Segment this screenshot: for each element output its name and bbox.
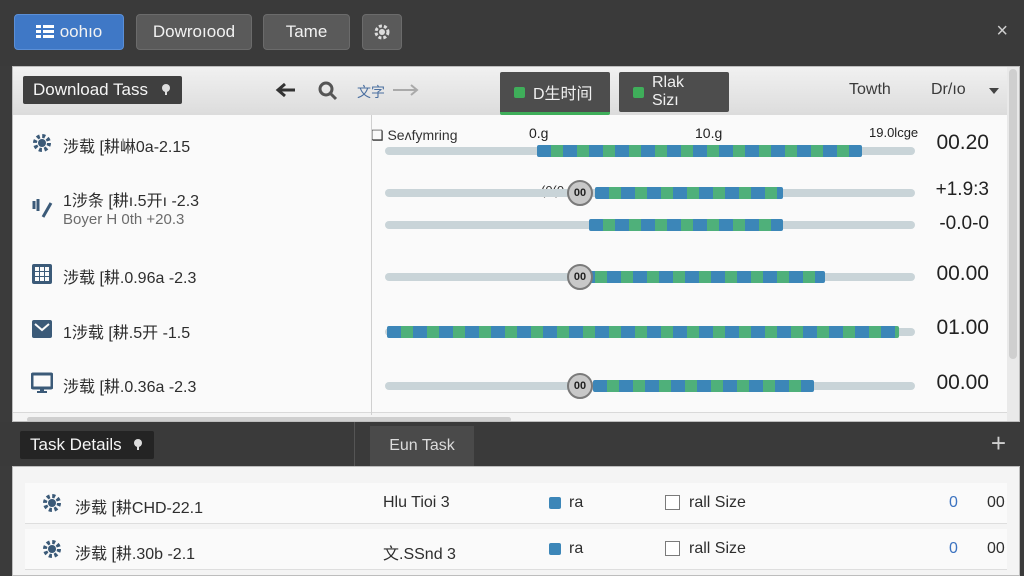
column-divider [371,115,372,415]
details-row[interactable]: 涉载 [耕.30b -2.1 文.SSnd 3 ra rall Size 0 0… [25,529,1007,570]
details-col2: Hlu Tioi 3 [383,494,450,511]
row-value: 01.00 [936,316,989,339]
download-row[interactable]: 1涉条 [耕ı.5开ı -2.3 Boyer H 0th +20.3 (0(0 … [13,171,1007,248]
add-icon[interactable]: + [990,428,1006,458]
close-icon[interactable]: × [996,20,1008,42]
tag-color-square [549,497,561,509]
filter-size[interactable]: Rlak Sizı [619,72,729,112]
size-checkbox[interactable] [665,541,680,556]
task-details-bar: Task Details Eun Task + [0,422,1024,466]
top-toolbar: oohıo Dowroıood Tame × [0,0,1024,66]
progress-fill [537,145,862,157]
tab-home-label: oohıo [59,22,103,41]
gear-icon [33,134,51,152]
details-col2: 文.SSnd 3 [383,546,456,563]
arrow-left-icon[interactable] [275,81,297,99]
progress-fill [387,326,899,338]
caret-down-icon[interactable] [989,87,999,95]
filter-date-label: D生时间 [533,86,593,103]
grid-icon [32,264,52,284]
panel-title: Download Tass [23,76,182,104]
download-row[interactable]: 涉载 [耕.0.36a -2.3 00 00.00 [13,356,1007,413]
task-subtext: Boyer H 0th +20.3 [63,211,185,228]
scrollbar-thumb[interactable] [1009,69,1017,359]
horizontal-scrollbar[interactable] [27,417,511,421]
task-name: 涉载 [耕.0.96a -2.3 [63,270,197,287]
run-task-button[interactable]: Eun Task [370,426,474,466]
tick-label: 10.g [695,125,723,141]
gear-icon [43,494,61,512]
details-row[interactable]: 涉载 [耕CHD-22.1 Hlu Tioi 3 ra rall Size 0 … [25,483,1007,524]
tab-home[interactable]: oohıo [14,14,124,50]
progress-caption: ❏ Seʌfymring [371,127,457,144]
slider-knob[interactable]: 00 [567,373,593,399]
details-tag: ra [569,540,584,557]
details-title-text: Task Details [30,435,122,454]
task-details-panel: 涉载 [耕CHD-22.1 Hlu Tioi 3 ra rall Size 0 … [12,466,1020,576]
panel-toolbar: Download Tass 文字 D生时间 Rlak Sizı Towth Dr… [13,67,1019,116]
gear-icon [374,24,390,40]
col-dir-header[interactable]: Dr/ıo [931,81,966,98]
settings-button[interactable] [362,14,402,50]
download-row[interactable]: 涉载 [耕崊0a-2.15 ❏ Seʌfymring 0.g 10.g 19.0… [13,115,1007,172]
details-title: Task Details [20,431,154,459]
size-checkbox[interactable] [665,495,680,510]
window-icon: ❏ [371,127,388,143]
gear-icon [43,540,61,558]
row-value: +1.9:3 [935,179,989,200]
details-task-name: 涉载 [耕CHD-22.1 [75,500,204,517]
row-value: 00.20 [936,131,989,154]
status-dot [514,86,525,98]
tag-color-square [549,543,561,555]
status-dot [633,86,644,98]
download-row[interactable]: 涉载 [耕.0.96a -2.3 00 00.00 [13,247,1007,303]
row-value: 00.00 [936,262,989,285]
sort-label[interactable]: 文字 [357,84,385,100]
filter-date[interactable]: D生时间 [500,72,610,115]
tick-label: 0.g [529,125,549,141]
arrow-right-icon[interactable] [391,82,421,98]
details-task-name: 涉载 [耕.30b -2.1 [75,546,196,563]
list-icon [35,25,54,38]
progress-fill [581,271,825,283]
details-tag: ra [569,494,584,511]
tab-tame[interactable]: Tame [263,14,350,50]
progress-fill [595,187,783,199]
bar-divider [354,422,355,466]
task-name: 1涉载 [耕.5开 -1.5 [63,325,191,342]
filter-size-label: Rlak Sizı [651,74,684,109]
pin-icon[interactable] [160,83,172,95]
task-name: 涉载 [耕崊0a-2.15 [63,139,191,156]
progress-fill [589,219,783,231]
details-num1: 0 [949,494,958,511]
row-value-secondary: -0.0-0 [939,213,989,234]
tab-download[interactable]: Dowroıood [136,14,252,50]
download-tasks-panel: Download Tass 文字 D生时间 Rlak Sizı Towth Dr… [12,66,1020,422]
row-value: 00.00 [936,371,989,394]
details-num1: 0 [949,540,958,557]
col-growth-header[interactable]: Towth [849,81,891,98]
pin-icon[interactable] [132,438,144,450]
checkbox-label: rall Size [689,540,746,557]
panel-title-text: Download Tass [33,80,148,99]
progress-fill [593,380,815,392]
tick-label: 19.0lcge [869,125,919,140]
details-num2: 00 [987,494,1005,511]
search-icon[interactable] [317,80,339,102]
task-name: 1涉条 [耕ı.5开ı -2.3 [63,193,200,210]
transfer-icon [32,199,53,218]
slider-knob[interactable]: 00 [567,180,593,206]
task-name: 涉载 [耕.0.36a -2.3 [63,379,197,396]
monitor-icon [31,372,53,393]
slider-knob[interactable]: 00 [567,264,593,290]
tab-tame-label: Tame [285,22,328,41]
progress-caption-text: Seʌfymring [387,127,458,143]
inbox-icon [32,320,52,338]
vertical-scrollbar[interactable] [1007,67,1019,421]
download-row[interactable]: 1涉载 [耕.5开 -1.5 01.00 [13,302,1007,357]
details-num2: 00 [987,540,1005,557]
tab-download-label: Dowroıood [152,22,236,41]
checkbox-label: rall Size [689,494,746,511]
